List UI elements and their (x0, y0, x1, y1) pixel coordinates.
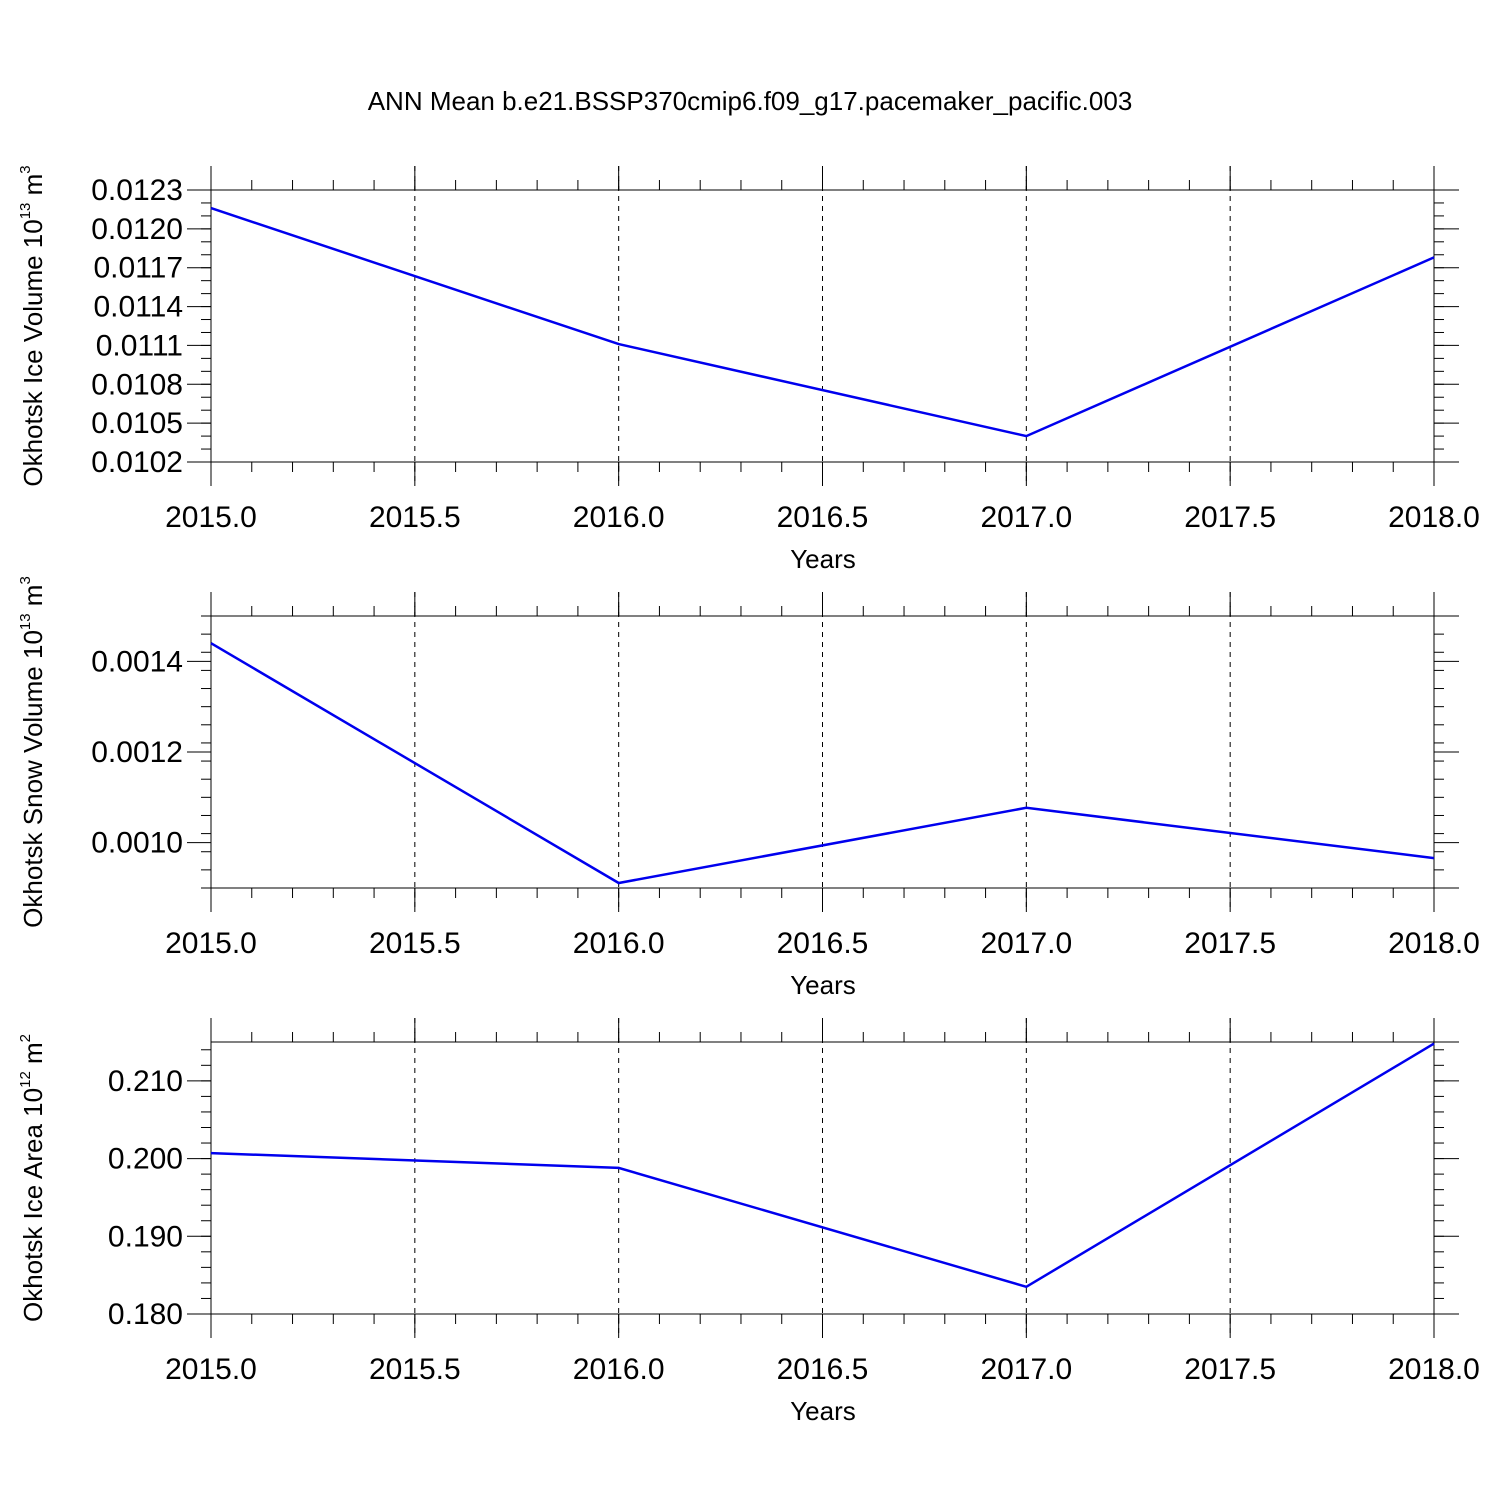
y-axis-label-text: Okhotsk Ice Volume 10 (18, 219, 48, 486)
y-axis-label: Okhotsk Ice Volume 1013 m3 (17, 165, 48, 486)
y-axis-label-exponent: 13 (17, 613, 34, 630)
x-tick-label: 2015.5 (369, 1353, 461, 1386)
x-tick-label: 2015.0 (165, 1353, 257, 1386)
chart-panel-2: 0.0010 0.0012 0.0014 2015.0 2015.5 2016.0 2016… (17, 576, 1480, 1000)
x-tick-label: 2017.0 (980, 1353, 1072, 1386)
x-tick-label: 2015.5 (369, 501, 461, 534)
x-tick-label: 2017.5 (1184, 501, 1276, 534)
y-axis-label-unit: m (18, 1042, 48, 1071)
x-tick-label: 2016.0 (573, 501, 665, 534)
x-tick-label: 2016.5 (777, 927, 869, 960)
x-tick-label: 2017.5 (1184, 927, 1276, 960)
y-axis-label-exponent: 13 (17, 203, 34, 220)
x-axis-label: Years (790, 1396, 856, 1426)
y-tick-label: 0.0111 (96, 329, 183, 362)
x-tick-label: 2018.0 (1388, 927, 1480, 960)
y-tick-label: 0.180 (108, 1298, 183, 1331)
y-axis-label: Okhotsk Snow Volume 1013 m3 (17, 576, 48, 928)
x-tick-label: 2016.0 (573, 1353, 665, 1386)
y-axis-label-text: Okhotsk Snow Volume 10 (18, 630, 48, 928)
y-tick-label: 0.210 (108, 1065, 183, 1098)
series-line (210, 206, 1435, 438)
y-axis-label-text: Okhotsk Ice Area 10 (18, 1088, 48, 1322)
y-tick-label: 0.190 (108, 1220, 183, 1253)
chart-panel-3: 0.180 0.190 0.200 0.210 2015.0 2015.5 2016.0 20… (17, 1018, 1480, 1426)
y-axis-label-unit: m (18, 174, 48, 203)
x-tick-label: 2017.0 (980, 501, 1072, 534)
series-line (210, 1042, 1435, 1289)
y-tick-label: 0.0102 (91, 446, 183, 479)
y-tick-label: 0.0117 (93, 252, 183, 285)
x-axis-label: Years (790, 970, 856, 1000)
y-tick-label: 0.200 (108, 1143, 183, 1176)
x-tick-label: 2017.5 (1184, 1353, 1276, 1386)
y-tick-label: 0.0105 (91, 407, 183, 440)
y-tick-label: 0.0120 (91, 213, 183, 246)
y-tick-label: 0.0114 (93, 291, 183, 324)
series-line (210, 642, 1435, 885)
y-axis-label: Okhotsk Ice Area 1012 m2 (17, 1034, 48, 1322)
y-tick-label: 0.0123 (91, 174, 183, 207)
y-axis-label-unit-exponent: 3 (17, 165, 34, 173)
x-tick-label: 2017.0 (980, 927, 1072, 960)
y-tick-label: 0.0012 (91, 736, 183, 769)
y-axis-label-unit-exponent: 2 (17, 1034, 34, 1042)
chart-panel-1: 0.0102 0.0105 0.0108 0.0111 0.0114 0.0117 0.01… (17, 165, 1480, 574)
y-tick-label: 0.0014 (91, 645, 183, 678)
x-tick-label: 2016.5 (777, 501, 869, 534)
x-axis-label: Years (790, 544, 856, 574)
figure-title: ANN Mean b.e21.BSSP370cmip6.f09_g17.pace… (367, 86, 1133, 116)
x-tick-label: 2018.0 (1388, 501, 1480, 534)
x-tick-label: 2016.5 (777, 1353, 869, 1386)
y-axis-label-unit-exponent: 3 (17, 576, 34, 584)
y-tick-label: 0.0108 (91, 368, 183, 401)
y-axis-label-unit: m (18, 585, 48, 614)
x-tick-label: 2015.0 (165, 927, 257, 960)
x-tick-label: 2016.0 (573, 927, 665, 960)
x-tick-label: 2015.5 (369, 927, 461, 960)
x-tick-label: 2018.0 (1388, 1353, 1480, 1386)
x-tick-label: 2015.0 (165, 501, 257, 534)
y-tick-label: 0.0010 (91, 827, 183, 860)
y-axis-label-exponent: 12 (17, 1071, 34, 1088)
